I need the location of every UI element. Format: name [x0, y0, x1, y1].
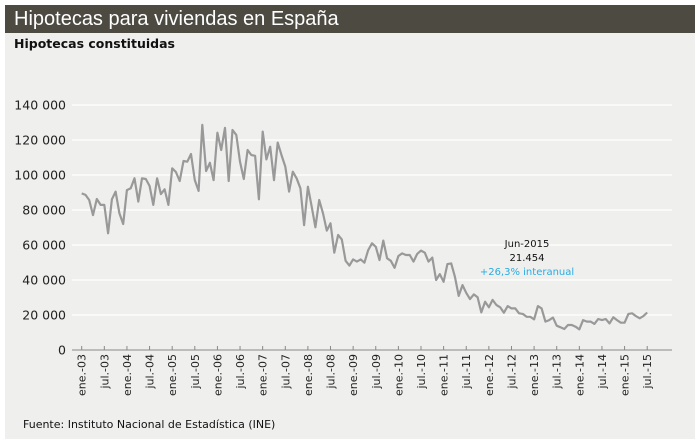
x-tick-label: jul.-05: [189, 354, 202, 390]
header-bar: Hipotecas para viviendas en España: [5, 5, 695, 33]
annotation-label: Jun-2015: [504, 239, 550, 250]
x-tick-label: jul.-04: [144, 354, 157, 390]
x-tick-label: jul.-14: [596, 354, 609, 390]
x-axis: ene.-03 jul.-03 ene.-04 jul.-04 ene.-05 jul.-…: [76, 346, 654, 396]
y-tick-label: 140 000: [14, 98, 66, 113]
annotation: Jun-2015 21.454 +26,3% interanual: [480, 239, 574, 278]
x-tick-label: ene.-14: [573, 354, 586, 396]
x-tick-label: ene.-04: [121, 354, 134, 396]
x-tick-label: jul.-12: [505, 354, 518, 390]
x-tick-label: jul.-10: [415, 354, 428, 390]
x-tick-label: jul.-08: [325, 354, 338, 390]
x-tick-label: ene.-07: [257, 354, 270, 396]
y-tick-label: 120 000: [14, 133, 66, 148]
source-note: Fuente: Instituto Nacional de Estadístic…: [23, 418, 276, 431]
x-tick-label: ene.-08: [302, 354, 315, 396]
gridlines: [72, 104, 672, 316]
x-tick-label: jul.-13: [551, 354, 564, 390]
x-tick-label: jul.-07: [279, 354, 292, 390]
x-tick-label: ene.-12: [483, 354, 496, 396]
x-tick-label: jul.-03: [98, 354, 111, 390]
chart-panel: [5, 5, 695, 439]
x-tick-label: ene.-06: [211, 354, 224, 396]
x-tick-label: ene.-11: [438, 354, 451, 396]
y-tick-label: 20 000: [22, 308, 66, 323]
annotation-change: +26,3% interanual: [480, 267, 574, 278]
x-tick-label: jul.-06: [234, 354, 247, 390]
x-tick-label: ene.-13: [528, 354, 541, 396]
x-tick-label: jul.-15: [641, 354, 654, 390]
chart-title: Hipotecas constituidas: [14, 36, 175, 51]
y-tick-label: 40 000: [22, 273, 66, 288]
y-axis: 0 20 000 40 000 60 000 80 000 100 000 120 000 1…: [14, 98, 66, 358]
x-tick-label: jul.-11: [460, 354, 473, 390]
series-line: [81, 123, 648, 331]
x-tick-label: ene.-10: [392, 354, 405, 396]
x-tick-label: ene.-15: [619, 354, 632, 396]
annotation-value: 21.454: [510, 253, 545, 264]
y-tick-label: 80 000: [22, 203, 66, 218]
x-tick-label: ene.-05: [166, 354, 179, 396]
y-tick-label: 100 000: [14, 168, 66, 183]
page-title: Hipotecas para viviendas en España: [14, 8, 339, 30]
x-tick-label: jul.-09: [370, 354, 383, 390]
x-tick-label: ene.-03: [76, 354, 89, 396]
y-tick-label: 60 000: [22, 238, 66, 253]
y-tick-label: 0: [58, 343, 66, 358]
x-tick-label: ene.-09: [347, 354, 360, 396]
